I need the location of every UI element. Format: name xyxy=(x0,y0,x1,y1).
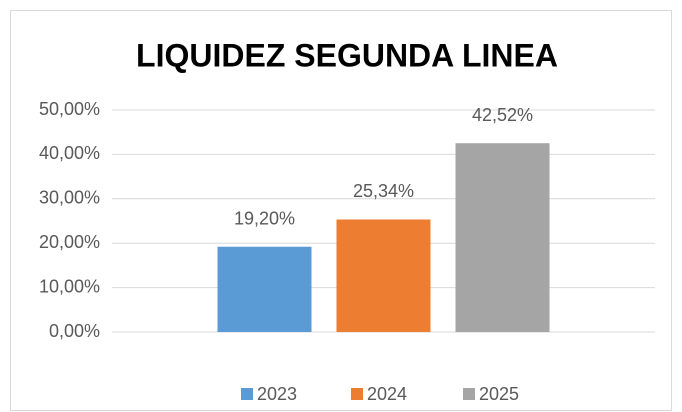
y-tick-label: 50,00% xyxy=(39,99,100,119)
legend-swatch xyxy=(463,388,475,400)
legend-label: 2024 xyxy=(367,384,407,404)
data-label: 19,20% xyxy=(234,209,295,229)
chart-border xyxy=(10,10,672,411)
data-label: 42,52% xyxy=(472,105,533,125)
bar xyxy=(217,246,312,332)
y-tick-label: 40,00% xyxy=(39,143,100,163)
y-tick-label: 30,00% xyxy=(39,188,100,208)
bar xyxy=(336,219,431,332)
legend-label: 2023 xyxy=(257,384,297,404)
y-tick-label: 10,00% xyxy=(39,276,100,296)
y-tick-label: 0,00% xyxy=(49,321,100,341)
legend-swatch xyxy=(351,388,363,400)
legend-label: 2025 xyxy=(479,384,519,404)
y-tick-label: 20,00% xyxy=(39,232,100,252)
legend-swatch xyxy=(241,388,253,400)
chart-title: LIQUIDEZ SEGUNDA LINEA xyxy=(136,37,558,73)
bar xyxy=(455,143,550,332)
data-label: 25,34% xyxy=(353,181,414,201)
